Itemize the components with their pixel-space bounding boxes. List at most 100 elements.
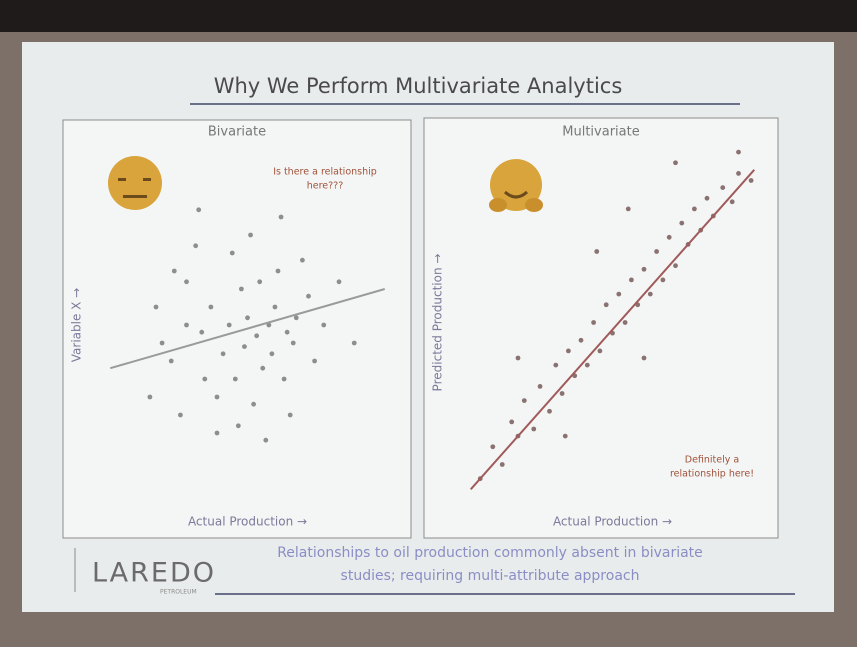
point [245,315,250,320]
point [736,150,741,155]
point [199,330,204,335]
point [239,287,244,292]
top-band [0,0,857,32]
point [566,349,571,354]
point [215,395,220,400]
point [667,235,672,240]
point [184,323,189,328]
point [626,207,631,212]
point [196,207,201,212]
point [160,341,165,346]
point [230,251,235,256]
point [257,279,262,284]
footer-text: studies; requiring multi-attribute appro… [341,568,640,584]
annotation: here??? [307,181,344,192]
point [591,320,596,325]
x-axis-label: Actual Production → [188,515,307,529]
point [585,363,590,368]
point [490,444,495,449]
point [661,278,666,283]
point [736,171,741,176]
emoji-eye [118,178,126,181]
point [291,341,296,346]
point [594,249,599,254]
point [300,258,305,263]
chart-title: Multivariate [562,125,639,140]
point [531,427,536,432]
point [236,423,241,428]
point [538,384,543,389]
point [209,305,214,310]
point [629,278,634,283]
point [288,413,293,418]
point [516,356,521,361]
point [273,305,278,310]
point [730,199,735,204]
point [623,320,628,325]
point [560,391,565,396]
point [522,398,527,403]
point [215,431,220,436]
point [306,294,311,299]
annotation: Is there a relationship [273,167,377,178]
point [282,377,287,382]
logo-sub: PETROLEUM [160,589,197,596]
point [279,215,284,220]
point [169,359,174,364]
neutral-emoji [108,156,162,210]
point [579,338,584,343]
emoji-eye [143,178,151,181]
point [148,395,153,400]
point [509,420,514,425]
footer-text: Relationships to oil production commonly… [277,545,703,561]
point [673,160,678,165]
y-axis-label: Predicted Production → [431,254,445,392]
y-axis-label: Variable X → [70,288,84,363]
point [294,315,299,320]
point [227,323,232,328]
point [254,333,259,338]
point [270,351,275,356]
chart-title: Bivariate [208,125,266,140]
point [193,243,198,248]
point [184,279,189,284]
point [321,323,326,328]
x-axis-label: Actual Production → [553,515,672,529]
point [312,359,317,364]
point [648,292,653,297]
point [553,363,558,368]
point [154,305,159,310]
slide-photo: Why We Perform Multivariate Analytics LA… [0,0,857,647]
emoji-hand [489,198,507,212]
point [263,438,268,443]
point [616,292,621,297]
point [242,344,247,349]
point [248,233,253,238]
logo: LAREDO [92,558,216,589]
point [337,279,342,284]
point [692,207,697,212]
point [642,356,647,361]
point [260,366,265,371]
annotation: relationship here! [670,469,754,480]
slide-title: Why We Perform Multivariate Analytics [214,74,623,98]
point [705,196,710,201]
emoji-hand [525,198,543,212]
annotation: Definitely a [685,455,739,466]
point [285,330,290,335]
point [598,349,603,354]
point [642,267,647,272]
point [604,302,609,307]
point [749,178,754,183]
point [221,351,226,356]
point [202,377,207,382]
point [654,249,659,254]
point [547,409,552,414]
point [233,377,238,382]
emoji-mouth [123,195,147,198]
point [563,434,568,439]
point [178,413,183,418]
point [251,402,256,407]
point [172,269,177,274]
point [679,221,684,226]
